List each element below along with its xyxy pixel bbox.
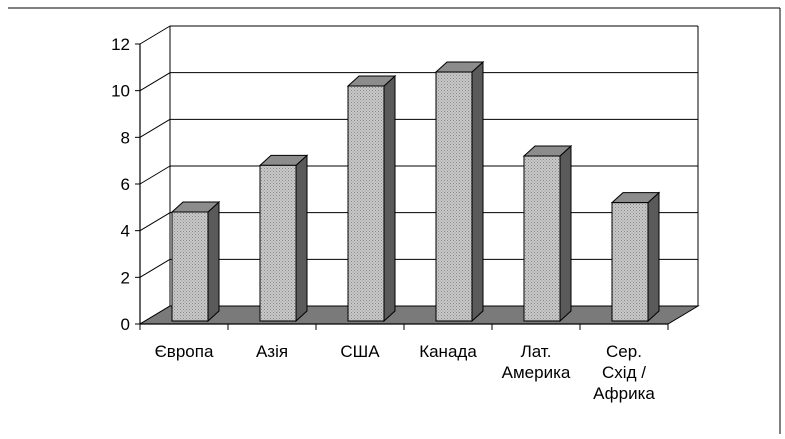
bar-front: [171, 211, 209, 322]
gridline-side: [139, 25, 171, 45]
y-tick-label: 0: [121, 315, 130, 334]
y-tick-label: 6: [121, 175, 130, 194]
x-tick-label-line: Європа: [155, 342, 214, 361]
y-tick-label: 10: [111, 82, 130, 101]
bar-front: [611, 202, 649, 322]
gridline-side: [139, 258, 171, 278]
bar-front: [347, 85, 385, 322]
bar-side: [295, 154, 308, 323]
bar-side: [559, 144, 572, 323]
x-tick-label-line: Сер.: [606, 342, 642, 361]
x-tick-label: Сер. Схід / Африка: [593, 342, 655, 403]
x-tick-label-line: Схід /: [602, 363, 646, 382]
x-tick-label: Європа: [155, 342, 214, 361]
x-tick-label: Лат. Америка: [502, 342, 571, 382]
y-tick-label: 2: [121, 268, 130, 287]
x-tick-label: Канада: [419, 342, 477, 361]
x-tick-label-line: Лат.: [521, 342, 552, 361]
x-tick-label-line: Америка: [502, 363, 571, 382]
bar-side: [471, 60, 484, 323]
x-tick-label-line: Канада: [419, 342, 477, 361]
gridline-side: [139, 118, 171, 138]
bar: [170, 200, 221, 323]
bar-side: [647, 191, 660, 323]
bar: [346, 74, 397, 323]
x-tick-label: США: [340, 342, 380, 361]
bar-side: [383, 74, 396, 323]
x-tick-label-line: США: [340, 342, 380, 361]
bar-front: [435, 71, 473, 322]
y-tick-label: 12: [111, 35, 130, 54]
bar: [258, 154, 309, 323]
x-tick-label-line: Азія: [256, 342, 288, 361]
y-tick-label: 8: [121, 128, 130, 147]
x-tick-label-line: Африка: [593, 384, 655, 403]
gridline-side: [139, 165, 171, 185]
bar-front: [523, 155, 561, 322]
bar: [610, 191, 661, 323]
bar-side: [207, 200, 220, 323]
bar: [434, 60, 485, 323]
bar-front: [259, 164, 297, 322]
bar: [522, 144, 573, 323]
x-tick-label: Азія: [256, 342, 288, 361]
gridline-side: [139, 212, 171, 232]
gridline-side: [139, 72, 171, 92]
y-tick-label: 4: [121, 222, 130, 241]
